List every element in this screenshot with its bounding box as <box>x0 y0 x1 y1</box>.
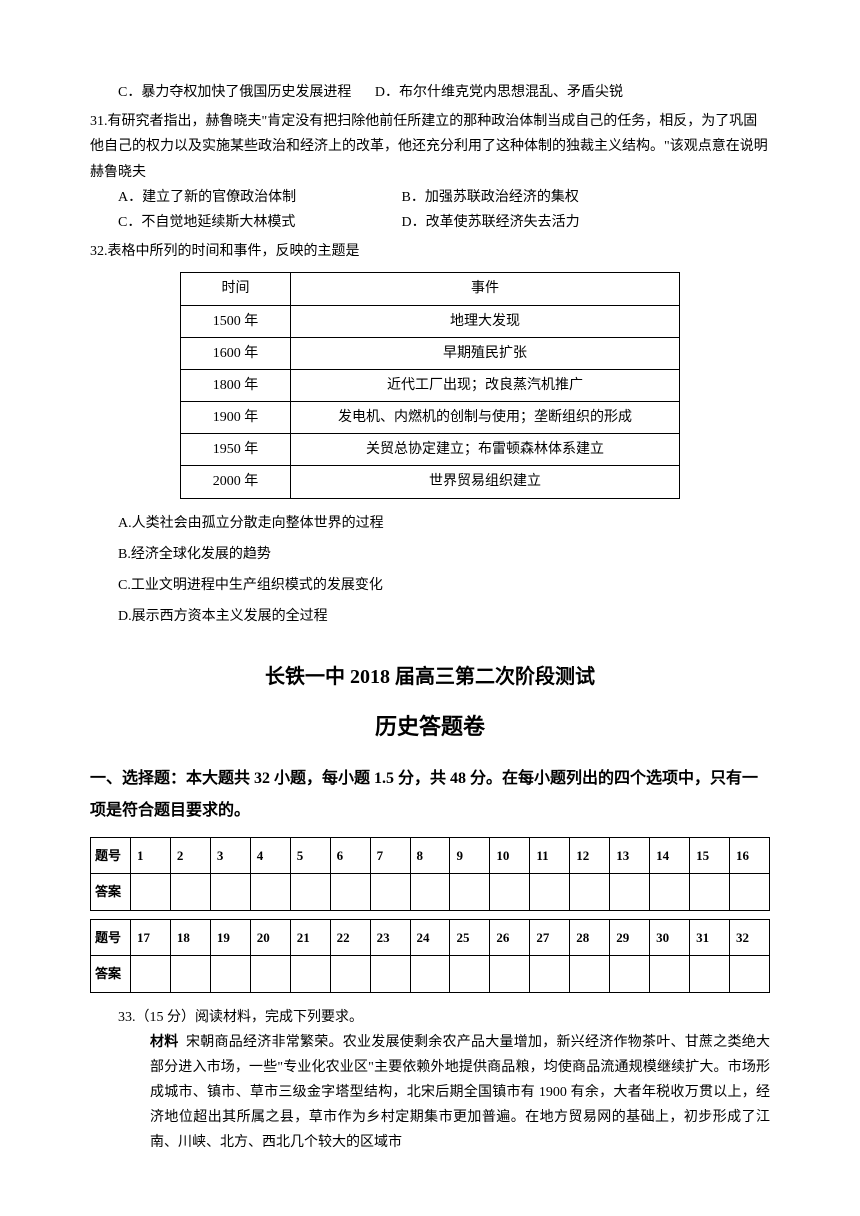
q31-option-a: A．建立了新的官僚政治体制 <box>118 185 398 210</box>
q31-option-c: C．不自觉地延续斯大林模式 <box>118 210 398 235</box>
answer-cell[interactable] <box>130 956 170 992</box>
table-row: 1800 年近代工厂出现；改良蒸汽机推广 <box>181 369 680 401</box>
answer-cell[interactable] <box>490 874 530 910</box>
answer-cell[interactable] <box>530 956 570 992</box>
table-row: 答案 <box>91 956 770 992</box>
material-label: 材料 <box>150 1035 179 1050</box>
label-a: 答案 <box>91 956 131 992</box>
q33-material: 材料 宋朝商品经济非常繁荣。农业发展使剩余农产品大量增加，新兴经济作物茶叶、甘蔗… <box>118 1030 770 1156</box>
q31-option-b: B．加强苏联政治经济的集权 <box>402 190 579 205</box>
answer-cell[interactable] <box>170 874 210 910</box>
header-time: 时间 <box>181 273 291 305</box>
q33-stem: 33.（15 分）阅读材料，完成下列要求。 <box>118 1005 770 1030</box>
q32-option-a: A.人类社会由孤立分散走向整体世界的过程 <box>90 511 770 536</box>
q33: 33.（15 分）阅读材料，完成下列要求。 材料 宋朝商品经济非常繁荣。农业发展… <box>90 1005 770 1156</box>
sub-title: 历史答题卷 <box>90 707 770 747</box>
answer-cell[interactable] <box>250 874 290 910</box>
q30-option-c: C．暴力夺权加快了俄国历史发展进程 <box>118 80 351 105</box>
label-q: 题号 <box>91 919 131 955</box>
answer-cell[interactable] <box>170 956 210 992</box>
answer-cell[interactable] <box>450 874 490 910</box>
answer-grid-1: 题号 1 2 3 4 5 6 7 8 9 10 11 12 13 14 15 1… <box>90 837 770 911</box>
q31: 31.有研究者指出，赫鲁晓夫"肯定没有把扫除他前任所建立的那种政治体制当成自己的… <box>90 109 770 235</box>
q30-option-d: D．布尔什维克党内思想混乱、矛盾尖锐 <box>375 80 623 105</box>
table-row: 1900 年发电机、内燃机的创制与使用；垄断组织的形成 <box>181 402 680 434</box>
main-title: 长铁一中 2018 届高三第二次阶段测试 <box>90 659 770 695</box>
event-table: 时间 事件 1500 年地理大发现 1600 年早期殖民扩张 1800 年近代工… <box>180 272 680 498</box>
answer-cell[interactable] <box>730 956 770 992</box>
answer-cell[interactable] <box>210 874 250 910</box>
q32-option-c: C.工业文明进程中生产组织模式的发展变化 <box>90 573 770 598</box>
answer-cell[interactable] <box>370 956 410 992</box>
answer-cell[interactable] <box>370 874 410 910</box>
q32-option-d: D.展示西方资本主义发展的全过程 <box>90 604 770 629</box>
answer-cell[interactable] <box>290 874 330 910</box>
answer-cell[interactable] <box>290 956 330 992</box>
answer-cell[interactable] <box>130 874 170 910</box>
q31-option-d: D．改革使苏联经济失去活力 <box>402 215 580 230</box>
q32-option-b: B.经济全球化发展的趋势 <box>90 542 770 567</box>
table-row: 2000 年世界贸易组织建立 <box>181 466 680 498</box>
table-row: 1600 年早期殖民扩张 <box>181 337 680 369</box>
table-row: 题号 17 18 19 20 21 22 23 24 25 26 27 28 2… <box>91 919 770 955</box>
answer-grid-2: 题号 17 18 19 20 21 22 23 24 25 26 27 28 2… <box>90 919 770 993</box>
label-a: 答案 <box>91 874 131 910</box>
label-q: 题号 <box>91 837 131 873</box>
q32-stem: 32.表格中所列的时间和事件，反映的主题是 <box>90 239 770 264</box>
answer-cell[interactable] <box>610 956 650 992</box>
answer-cell[interactable] <box>410 956 450 992</box>
answer-cell[interactable] <box>210 956 250 992</box>
table-row: 1950 年关贸总协定建立；布雷顿森林体系建立 <box>181 434 680 466</box>
table-row: 答案 <box>91 874 770 910</box>
table-row: 时间 事件 <box>181 273 680 305</box>
table-row: 题号 1 2 3 4 5 6 7 8 9 10 11 12 13 14 15 1… <box>91 837 770 873</box>
answer-cell[interactable] <box>570 956 610 992</box>
answer-cell[interactable] <box>250 956 290 992</box>
answer-cell[interactable] <box>570 874 610 910</box>
material-text: 宋朝商品经济非常繁荣。农业发展使剩余农产品大量增加，新兴经济作物茶叶、甘蔗之类绝… <box>150 1035 770 1151</box>
answer-cell[interactable] <box>690 956 730 992</box>
answer-cell[interactable] <box>490 956 530 992</box>
answer-cell[interactable] <box>730 874 770 910</box>
answer-cell[interactable] <box>650 874 690 910</box>
answer-cell[interactable] <box>450 956 490 992</box>
q32: 32.表格中所列的时间和事件，反映的主题是 时间 事件 1500 年地理大发现 … <box>90 239 770 629</box>
q31-stem: 31.有研究者指出，赫鲁晓夫"肯定没有把扫除他前任所建立的那种政治体制当成自己的… <box>90 109 770 185</box>
answer-cell[interactable] <box>330 874 370 910</box>
answer-cell[interactable] <box>610 874 650 910</box>
answer-cell[interactable] <box>650 956 690 992</box>
answer-cell[interactable] <box>330 956 370 992</box>
header-event: 事件 <box>291 273 680 305</box>
answer-cell[interactable] <box>530 874 570 910</box>
section-heading: 一、选择题：本大题共 32 小题，每小题 1.5 分，共 48 分。在每小题列出… <box>90 763 770 827</box>
table-row: 1500 年地理大发现 <box>181 305 680 337</box>
answer-cell[interactable] <box>690 874 730 910</box>
q30-options-partial: C．暴力夺权加快了俄国历史发展进程 D．布尔什维克党内思想混乱、矛盾尖锐 <box>90 80 770 105</box>
answer-cell[interactable] <box>410 874 450 910</box>
